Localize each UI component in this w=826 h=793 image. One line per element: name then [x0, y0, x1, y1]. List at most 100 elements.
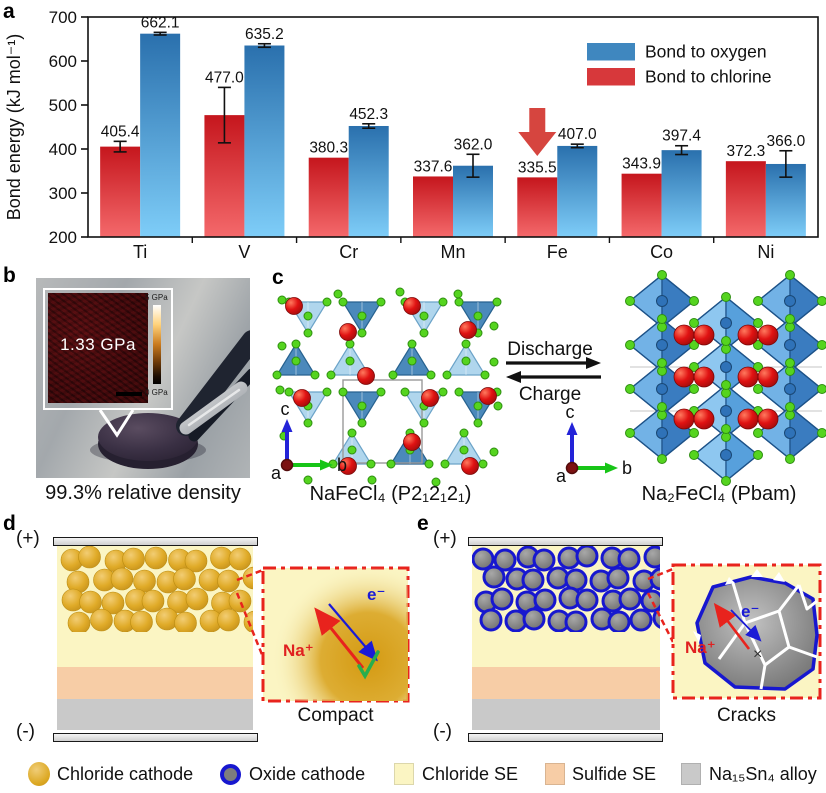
electron-arrow-icon: [328, 603, 378, 662]
bar-Cr-oxygen: [348, 125, 389, 237]
bar-Fe-chlorine: [517, 177, 558, 237]
d-sulfide-se-layer: [57, 667, 253, 699]
chloride-se-icon: [394, 763, 414, 785]
x-tick-label: Co: [650, 242, 673, 262]
electron-label: e⁻: [741, 602, 759, 621]
alloy-icon: [681, 763, 701, 785]
crack-line: [797, 584, 818, 611]
oxide-cathode-icon: [220, 764, 241, 785]
bar-value-label: 635.2: [245, 26, 284, 43]
x-tick-label: Ni: [757, 242, 774, 262]
bar-value-label: 337.6: [414, 158, 453, 175]
bar-Ti-oxygen: [140, 33, 181, 238]
modulus-map-inset: 1.33 GPa 5 GPa 0 GPa: [43, 288, 173, 410]
x-tick-label: V: [238, 242, 250, 262]
cracked-particle: [695, 575, 819, 691]
modulus-map-texture: [48, 293, 148, 403]
bar-value-label: 397.4: [662, 128, 701, 145]
y-tick-label: 600: [49, 52, 77, 71]
tweezers-arm: [176, 330, 250, 436]
legend-oxide-cathode: Oxide cathode: [249, 764, 366, 784]
y-tick-label: 300: [49, 184, 77, 203]
oxide-cathode-particles: [472, 546, 660, 632]
d-alloy-anode-layer: [57, 699, 253, 730]
panel-a-label: a: [3, 0, 15, 23]
plot-frame: [87, 16, 819, 238]
e-sulfide-se-layer: [472, 667, 660, 699]
crack-line: [759, 664, 767, 690]
pellet-photo-graphics: [90, 330, 250, 469]
d-negative-terminal-label: (-): [16, 721, 35, 742]
panel-c-label: c: [272, 266, 284, 289]
x-tick-label: Fe: [547, 242, 568, 262]
legend-swatch: [587, 43, 635, 61]
charge-label: Charge: [518, 384, 582, 405]
reaction-arrows: [506, 357, 601, 383]
bar-value-label: 343.9: [622, 156, 661, 173]
compact-caption: Compact: [297, 705, 374, 726]
na2fecl4-formula: Na₂FeCl₄ (Pbam): [641, 483, 797, 505]
bar-value-label: 380.3: [309, 140, 348, 157]
legend-chloride-se: Chloride SE: [422, 764, 519, 784]
highlight-arrow-icon: [518, 108, 557, 156]
bar-value-label: 452.3: [349, 106, 388, 123]
crack-jag: [693, 631, 701, 643]
colorbar: [153, 305, 161, 384]
axis-triad-icon: c b a: [271, 399, 347, 483]
cracked-particle-inset: Na⁺ e⁻ ×: [646, 563, 822, 700]
na-ion-arrow-icon: [314, 607, 365, 669]
y-tick-label: 200: [49, 228, 77, 247]
bar-Cr-chlorine: [308, 157, 349, 237]
chloride-cathode-icon: [28, 762, 50, 786]
crystal-structures-graphics: c b a c b a: [271, 270, 826, 487]
sulfide-se-icon: [545, 763, 565, 785]
e-top-current-collector: [468, 537, 663, 546]
legend-chloride-cathode: Chloride cathode: [57, 764, 194, 784]
bar-Co-chlorine: [621, 173, 662, 237]
bar-Co-oxygen: [661, 150, 702, 237]
discharge-label: Discharge: [507, 339, 593, 360]
axis-b-label: b: [622, 458, 632, 478]
discharge-arrow-icon: [586, 357, 601, 369]
y-axis-label: Bond energy (kJ mol⁻¹): [4, 34, 24, 221]
legend-label: Bond to chlorine: [645, 67, 771, 87]
d-top-current-collector: [53, 537, 258, 546]
y-tick-label: 500: [49, 96, 77, 115]
compact-particle-inset: Na⁺ e⁻: [235, 566, 410, 703]
inset-pointer: [98, 409, 135, 438]
modulus-map-image: 1.33 GPa: [48, 293, 148, 403]
legend-swatch: [587, 68, 635, 86]
bar-V-oxygen: [244, 45, 285, 238]
colorbar-max-label: 5 GPa: [145, 293, 168, 302]
panel-e-label: e: [417, 512, 429, 535]
crack-jag: [725, 577, 735, 585]
bar-value-label: 366.0: [766, 133, 805, 150]
nafecl4-formula: NaFeCl₄ (P2₁2₁2₁): [309, 483, 472, 505]
colorbar-min-label: 0 GPa: [145, 388, 168, 397]
na-ion-arrow-icon: [713, 602, 751, 650]
y-tick-label: 400: [49, 140, 77, 159]
cracks-caption: Cracks: [716, 705, 777, 726]
e-negative-terminal-label: (-): [433, 721, 452, 742]
e-alloy-anode-layer: [472, 699, 660, 730]
axis-a-label: a: [271, 463, 282, 483]
x-tick-label: Cr: [339, 242, 358, 262]
bar-value-label: 405.4: [101, 123, 140, 140]
bar-value-label: 662.1: [141, 14, 180, 31]
compact-particle: [273, 568, 408, 701]
y-tick-label: 700: [49, 8, 77, 27]
bar-Mn-chlorine: [413, 176, 453, 237]
scale-bar: [116, 392, 142, 396]
legend-alloy: Na₁₅Sn₄ alloy: [709, 764, 817, 784]
e-bottom-current-collector: [468, 733, 663, 742]
bar-Ti-chlorine: [100, 146, 141, 237]
d-positive-terminal-label: (+): [16, 528, 40, 549]
bar-value-label: 335.5: [518, 159, 557, 176]
legend-label: Bond to oxygen: [645, 42, 767, 62]
na-ion-label: Na⁺: [283, 641, 314, 660]
axis-c-label: c: [281, 399, 290, 419]
bar-value-label: 372.3: [726, 143, 765, 160]
panel-b-label: b: [3, 264, 16, 287]
